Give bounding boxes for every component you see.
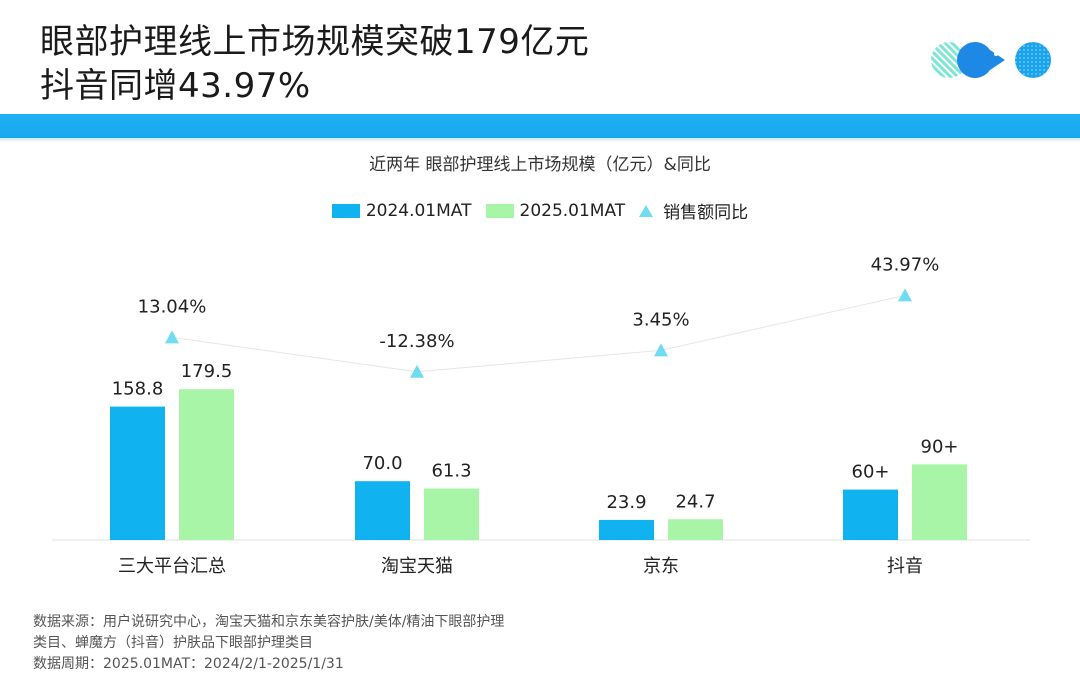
- category-label: 抖音: [887, 556, 923, 577]
- bar-2024-2: [599, 519, 654, 540]
- bar-2025-0: [179, 389, 234, 540]
- yoy-value-label: 43.97%: [871, 254, 940, 275]
- brand-logo-icon: [931, 42, 1051, 78]
- header-band-shadow: [0, 138, 1080, 142]
- header-band: [0, 114, 1080, 138]
- source-line-3: 数据周期：2025.01MAT：2024/2/1-2025/1/31: [33, 656, 344, 672]
- legend-label-yoy: 销售额同比: [663, 203, 749, 223]
- yoy-marker-0: [165, 330, 179, 344]
- bar-value-label: 70.0: [362, 453, 402, 474]
- yoy-value-label: 3.45%: [632, 309, 689, 330]
- bar-2025-2: [668, 519, 723, 540]
- bar-2024-3: [843, 489, 898, 540]
- bar-2024-1: [355, 481, 410, 540]
- legend-label-2024: 2024.01MAT: [365, 200, 472, 221]
- chart-legend: 2024.01MAT 2025.01MAT 销售额同比: [0, 198, 1080, 223]
- bar-value-label: 23.9: [606, 492, 646, 513]
- bar-value-label: 60+: [852, 462, 890, 483]
- yoy-value-label: 13.04%: [138, 296, 207, 317]
- bar-2025-3: [912, 464, 967, 540]
- legend-swatch-2024: [331, 203, 360, 218]
- legend-triangle-icon: [639, 204, 654, 217]
- legend-item-yoy: 销售额同比: [639, 198, 748, 223]
- category-label: 京东: [643, 556, 679, 577]
- chart-title: 近两年 眼部护理线上市场规模（亿元）&同比: [369, 155, 711, 175]
- bar-value-label: 24.7: [675, 491, 715, 512]
- source-line-2: 类目、蝉魔方（抖音）护肤品下眼部护理类目: [33, 635, 313, 651]
- bar-value-label: 90+: [921, 436, 959, 457]
- bar-2025-1: [424, 488, 479, 540]
- legend-item-2024: 2024.01MAT: [331, 200, 472, 221]
- source-note: 数据来源：用户说研究中心，淘宝天猫和京东美容护肤/美体/精油下眼部护理 类目、蝉…: [33, 612, 504, 675]
- legend-item-2025: 2025.01MAT: [485, 200, 626, 221]
- category-label: 淘宝天猫: [381, 556, 453, 577]
- legend-label-2025: 2025.01MAT: [519, 200, 626, 221]
- yoy-marker-1: [410, 364, 424, 378]
- source-line-1: 数据来源：用户说研究中心，淘宝天猫和京东美容护肤/美体/精油下眼部护理: [33, 614, 505, 630]
- bar-2024-0: [110, 406, 165, 540]
- yoy-marker-3: [898, 288, 912, 302]
- bar-value-label: 61.3: [431, 461, 471, 482]
- bar-value-label: 158.8: [112, 379, 164, 400]
- title-line-1: 眼部护理线上市场规模突破179亿元: [40, 22, 590, 62]
- category-label: 三大平台汇总: [118, 556, 226, 577]
- yoy-line: [171, 294, 906, 373]
- title-line-2: 抖音同增43.97%: [40, 66, 311, 106]
- yoy-marker-2: [654, 343, 668, 357]
- page-title: 眼部护理线上市场规模突破179亿元 抖音同增43.97%: [40, 20, 589, 108]
- legend-swatch-2025: [485, 203, 514, 218]
- bar-value-label: 179.5: [181, 361, 233, 382]
- yoy-value-label: -12.38%: [379, 331, 454, 352]
